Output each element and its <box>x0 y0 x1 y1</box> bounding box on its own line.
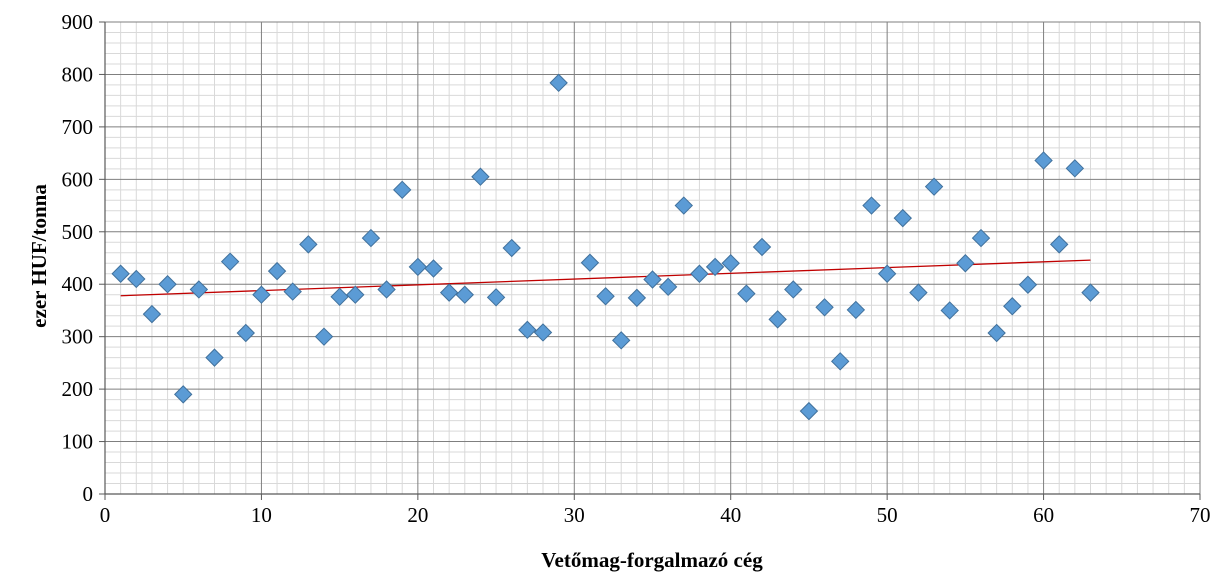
y-tick-label: 100 <box>62 430 94 454</box>
data-point <box>533 323 553 342</box>
y-tick-label: 300 <box>62 325 94 349</box>
x-tick-label: 30 <box>564 503 585 527</box>
y-tick-label: 0 <box>83 482 94 506</box>
data-point <box>408 257 428 277</box>
data-point <box>424 259 443 278</box>
data-point <box>752 237 772 257</box>
data-point <box>1065 159 1085 178</box>
data-point <box>721 254 740 273</box>
data-point <box>127 269 146 289</box>
data-point <box>549 73 568 93</box>
axes <box>99 21 1201 500</box>
data-point <box>220 252 240 271</box>
data-point <box>596 287 615 306</box>
data-point <box>784 280 803 299</box>
data-point <box>877 264 897 283</box>
x-tick-label: 60 <box>1033 503 1054 527</box>
data-point <box>1018 275 1038 294</box>
data-point <box>831 352 850 371</box>
data-point <box>612 331 631 350</box>
data-point <box>205 348 224 367</box>
data-point <box>1050 235 1069 254</box>
x-tick-label: 50 <box>877 503 898 527</box>
y-tick-label: 600 <box>62 167 94 191</box>
data-point <box>314 327 334 346</box>
data-point <box>1034 151 1053 170</box>
data-point <box>189 280 209 299</box>
data-point <box>643 270 662 289</box>
x-tick-label: 0 <box>100 503 111 527</box>
data-point <box>142 304 162 324</box>
data-point <box>893 208 912 228</box>
x-tick-label: 20 <box>407 503 428 527</box>
data-point <box>502 238 521 258</box>
data-point <box>690 264 709 283</box>
data-point <box>174 385 193 404</box>
y-tick-label: 900 <box>62 10 94 34</box>
data-points <box>111 73 1100 421</box>
data-point <box>236 323 255 343</box>
data-point <box>346 285 365 304</box>
y-tick-label: 400 <box>62 272 94 296</box>
data-point <box>940 301 959 320</box>
x-tick-labels: 0 10 20 30 40 50 60 70 <box>100 503 1211 527</box>
x-tick-label: 70 <box>1190 503 1211 527</box>
data-point <box>486 288 506 307</box>
data-point <box>971 228 991 248</box>
data-point <box>627 288 647 308</box>
data-point <box>252 285 271 304</box>
data-point <box>267 261 287 281</box>
x-tick-label: 40 <box>720 503 741 527</box>
y-axis-title: ezer HUF/tonna <box>27 184 51 328</box>
data-point <box>393 180 412 200</box>
data-point <box>768 310 787 329</box>
y-tick-label: 200 <box>62 377 94 401</box>
data-point <box>705 257 725 277</box>
data-point <box>987 323 1006 343</box>
data-point <box>580 253 600 272</box>
data-point <box>924 177 944 196</box>
data-point <box>361 228 381 248</box>
y-tick-label: 800 <box>62 62 94 86</box>
y-tick-label: 500 <box>62 220 94 244</box>
minor-gridlines <box>105 22 1200 494</box>
data-point <box>330 287 349 307</box>
data-point <box>377 280 396 299</box>
y-tick-label: 700 <box>62 115 94 139</box>
trendline <box>120 259 1091 297</box>
data-point <box>862 196 881 215</box>
data-point <box>283 282 302 301</box>
data-point <box>956 254 975 273</box>
data-point <box>909 283 928 302</box>
data-point <box>299 235 318 254</box>
data-point <box>471 167 490 186</box>
data-point <box>158 275 177 294</box>
data-point <box>518 320 537 340</box>
data-point <box>737 284 756 303</box>
trendline-group <box>120 259 1091 297</box>
data-point <box>815 298 834 317</box>
data-point <box>439 283 459 302</box>
x-tick-label: 10 <box>251 503 272 527</box>
data-point <box>799 401 819 421</box>
data-point <box>1003 297 1022 316</box>
data-point <box>455 285 474 304</box>
data-point <box>1081 283 1100 302</box>
data-point <box>658 277 678 297</box>
data-point <box>846 300 866 320</box>
data-point <box>111 264 130 283</box>
x-axis-title: Vetőmag-forgalmazó cég <box>541 548 763 572</box>
data-point <box>674 196 693 215</box>
y-tick-labels: 0 100 200 300 400 500 600 700 800 900 <box>62 10 94 506</box>
